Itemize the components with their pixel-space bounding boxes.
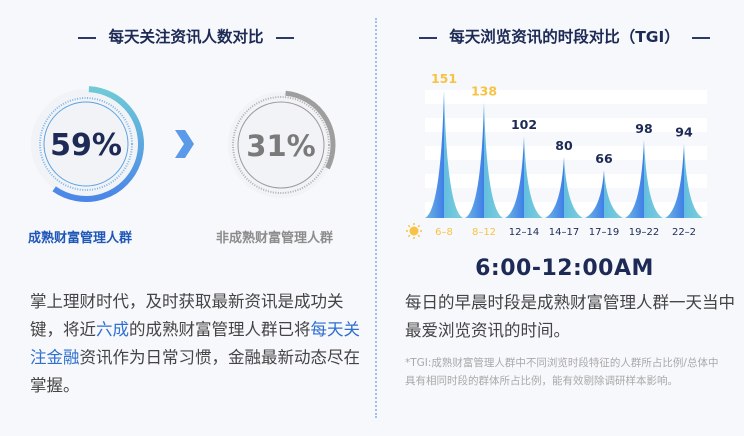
highlight-daily-finance: 每天关注金融 [30,320,360,367]
data-label: 80 [555,138,573,153]
left-paragraph: 掌上理财时代，及时获取最新资讯是成功关键，将近六成的成熟财富管理人群已将每天关注… [30,292,360,395]
highlight-six-tenths: 六成 [96,320,129,339]
bar-peak [625,139,663,218]
left-title-text: 每天关注资讯人数对比 [108,28,264,46]
data-label: 138 [471,83,497,98]
chevron-right-icon [175,130,194,158]
data-label: 151 [431,71,457,86]
data-label: 66 [595,151,613,166]
moon-icon [711,224,723,238]
non-mature-percent: 31% [246,129,315,163]
category-label: 12–14 [509,227,539,238]
tgi-chart: 151 6–8 138 8–12 102 12–14 80 14–17 66 17–19 98 19–… [406,71,723,239]
right-title: 每天浏览资讯的时段对比（TGI） [385,25,744,47]
grid-band [425,146,707,160]
non-mature-ring: 31% [228,90,336,198]
category-label: 6–8 [435,227,453,238]
category-label: 14–17 [549,227,579,238]
category-label: 19–22 [629,227,659,238]
tgi-footnote: *TGI:成熟财富管理人群中不同浏览时段特征的人群所占比例/总体中具有相同时段的… [405,357,719,387]
bar-peak [545,156,583,218]
bar-peak [665,143,703,218]
mature-label: 成熟财富管理人群 [28,231,133,246]
mature-percent: 59% [50,128,122,163]
bar-peak [585,170,623,218]
right-paragraph: 每日的早晨时段是成熟财富管理人群一天当中最爱浏览资讯的时间。 [405,293,735,340]
data-label: 102 [511,117,537,132]
right-title-text: 每天浏览资讯的时段对比（TGI） [449,28,680,46]
bar-peak [505,136,543,218]
grid-band [425,90,707,104]
percent-rings: 59% 31% [31,86,336,202]
data-label: 98 [635,121,652,136]
bar-peak [465,102,503,218]
section-divider [375,18,377,418]
peak-time-range: 6:00-12:00AM [475,256,654,281]
category-label: 8–12 [472,227,496,238]
left-title: 每天关注资讯人数对比 [0,25,372,47]
category-label: 22–2 [672,227,696,238]
data-label: 94 [675,125,693,140]
grid-band [425,118,707,132]
mature-ring: 59% [31,86,144,202]
sun-icon [406,223,422,239]
category-label: 17–19 [589,227,619,238]
non-mature-label: 非成熟财富管理人群 [216,231,334,246]
bar-peak [425,90,463,218]
